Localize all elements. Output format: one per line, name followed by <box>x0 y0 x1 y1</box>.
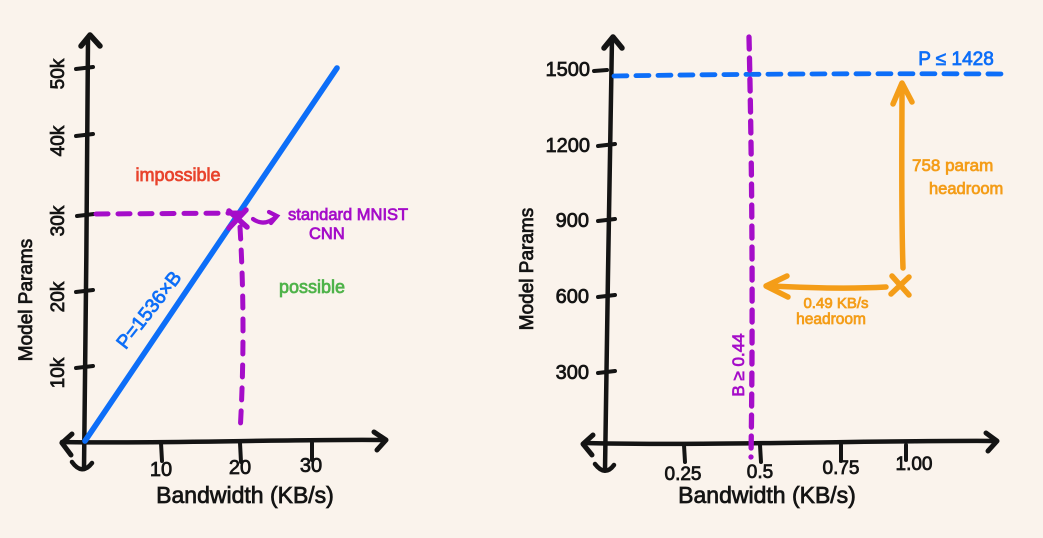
svg-text:50k: 50k <box>48 58 69 89</box>
svg-text:20: 20 <box>229 457 251 479</box>
svg-text:900: 900 <box>556 210 589 232</box>
svg-text:30k: 30k <box>48 205 69 236</box>
svg-text:headroom: headroom <box>929 180 1003 198</box>
svg-text:standard MNIST: standard MNIST <box>288 206 408 224</box>
svg-text:20k: 20k <box>48 281 69 312</box>
svg-text:B ≥ 0.44: B ≥ 0.44 <box>729 333 748 396</box>
svg-text:758 param: 758 param <box>912 156 993 175</box>
svg-text:1.00: 1.00 <box>896 454 933 475</box>
svg-text:300: 300 <box>556 362 589 384</box>
svg-text:0.75: 0.75 <box>823 458 860 479</box>
svg-text:Bandwidth (KB/s): Bandwidth (KB/s) <box>156 482 334 508</box>
svg-text:0.5: 0.5 <box>747 462 773 483</box>
svg-text:P ≤ 1428: P ≤ 1428 <box>918 49 994 70</box>
svg-text:600: 600 <box>556 286 589 308</box>
svg-text:0.25: 0.25 <box>665 464 702 485</box>
svg-text:impossible: impossible <box>135 165 220 185</box>
svg-text:30: 30 <box>300 455 322 477</box>
svg-text:1200: 1200 <box>546 135 591 157</box>
svg-text:possible: possible <box>279 277 345 297</box>
svg-text:10: 10 <box>150 459 172 481</box>
svg-text:CNN: CNN <box>309 225 345 243</box>
svg-text:40k: 40k <box>48 125 69 156</box>
svg-text:10k: 10k <box>48 357 69 388</box>
svg-text:0.49 KB/s: 0.49 KB/s <box>803 295 868 312</box>
svg-text:Bandwidth (KB/s): Bandwidth (KB/s) <box>678 482 856 508</box>
svg-text:headroom: headroom <box>796 311 866 328</box>
svg-text:Model Params: Model Params <box>16 239 37 362</box>
svg-text:1500: 1500 <box>546 59 591 81</box>
svg-text:Model Params: Model Params <box>517 208 538 331</box>
